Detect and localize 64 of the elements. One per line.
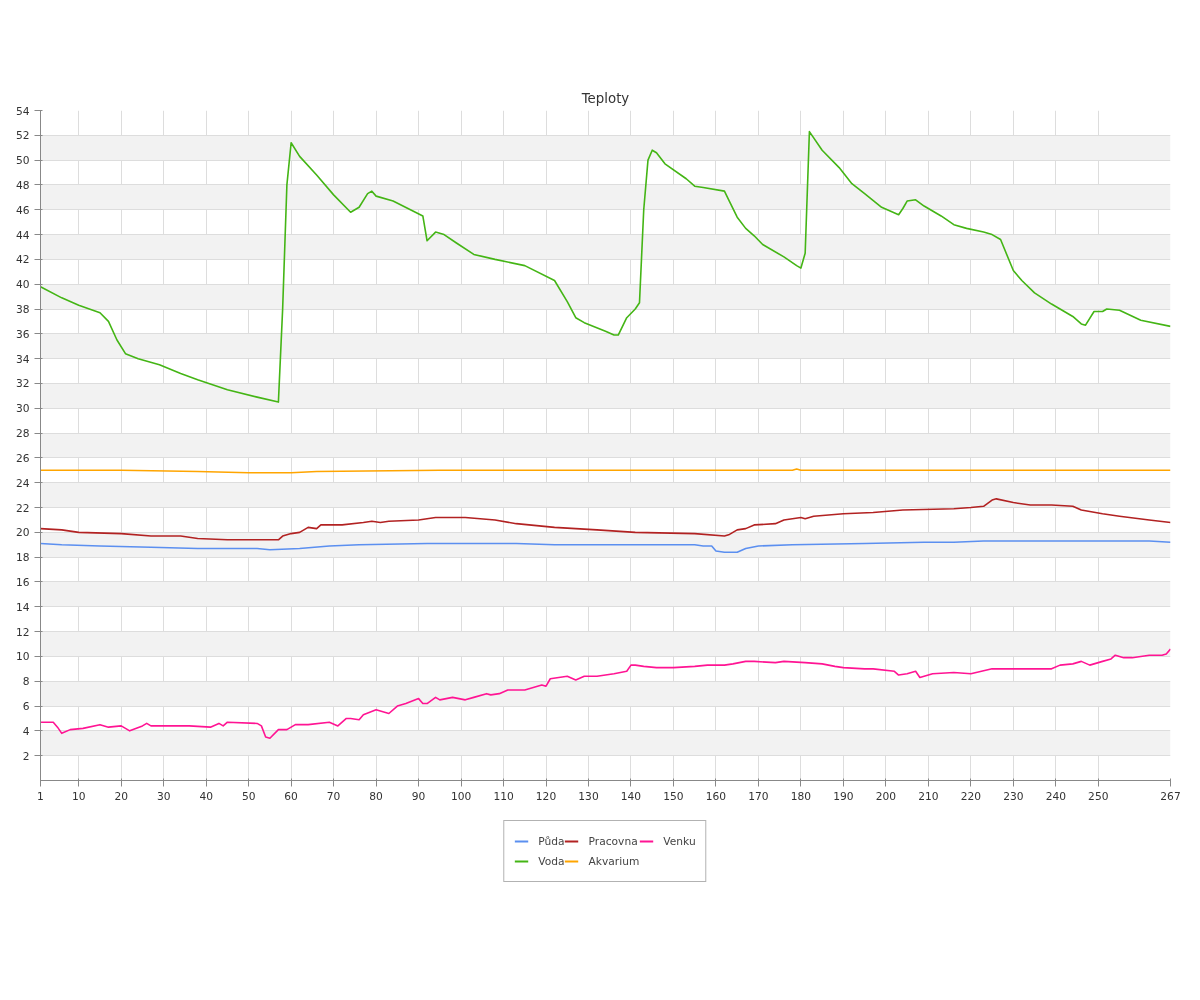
- legend-label: Půda: [538, 834, 565, 848]
- x-tick-label: 210: [918, 789, 939, 803]
- x-tick-label: 250: [1088, 789, 1109, 803]
- y-tick-label: 10: [15, 650, 30, 664]
- y-tick-label: 24: [15, 476, 30, 490]
- y-tick-label: 4: [22, 724, 30, 738]
- x-tick-label: 180: [790, 789, 812, 803]
- x-tick-label: 110: [493, 789, 514, 803]
- x-tick-label: 90: [411, 789, 426, 803]
- y-tick-label: 46: [15, 203, 30, 217]
- y-tick-label: 6: [22, 700, 30, 714]
- x-tick-label: 30: [156, 789, 171, 803]
- x-tick-label: 160: [705, 789, 727, 803]
- x-tick-label: 50: [241, 789, 256, 803]
- y-tick-label: 12: [15, 625, 30, 639]
- y-tick-label: 30: [15, 402, 30, 416]
- x-tick-label: 170: [748, 789, 769, 803]
- chart-title: Teploty: [580, 90, 630, 106]
- line-series: [40, 130, 1171, 403]
- x-tick-label: 20: [114, 789, 129, 803]
- y-tick-label: 38: [15, 303, 30, 317]
- x-tick-label: 267: [1160, 789, 1181, 803]
- x-tick-label: 240: [1045, 789, 1067, 803]
- y-tick-label: 22: [15, 501, 30, 515]
- line-series: [40, 498, 1171, 541]
- x-tick-label: 100: [450, 789, 472, 803]
- x-tick-label: 60: [284, 789, 299, 803]
- y-tick-label: 34: [15, 352, 30, 366]
- y-tick-label: 36: [15, 327, 30, 341]
- y-tick-label: 50: [15, 154, 30, 168]
- y-tick-label: 48: [15, 178, 30, 192]
- y-tick-label: 40: [15, 278, 30, 292]
- x-tick-label: 220: [960, 789, 982, 803]
- y-tick-label: 26: [15, 451, 30, 465]
- y-tick-label: 18: [15, 551, 30, 565]
- legend-label: Voda: [538, 854, 565, 868]
- x-tick-label: 130: [578, 789, 599, 803]
- y-tick-label: 16: [15, 575, 30, 589]
- x-tick-label: 190: [833, 789, 854, 803]
- legend-label: Venku: [663, 834, 696, 848]
- legend-label: Akvarium: [588, 854, 640, 868]
- y-tick-label: 14: [15, 600, 30, 614]
- y-tick-label: 28: [15, 427, 30, 441]
- x-tick-label: 70: [326, 789, 341, 803]
- y-tick-label: 20: [15, 526, 30, 540]
- y-tick-label: 32: [15, 377, 30, 391]
- x-tick-label: 150: [663, 789, 684, 803]
- line-series: [40, 540, 1171, 553]
- line-series: [40, 648, 1171, 740]
- x-tick-label: 80: [369, 789, 384, 803]
- x-tick-label: 230: [1003, 789, 1024, 803]
- y-tick-label: 8: [22, 675, 30, 689]
- y-tick-label: 2: [22, 749, 30, 763]
- x-tick-label: 10: [71, 789, 86, 803]
- y-tick-label: 54: [15, 104, 30, 118]
- y-tick-label: 52: [15, 129, 30, 143]
- x-tick-label: 140: [620, 789, 642, 803]
- y-tick-label: 44: [15, 228, 30, 242]
- x-tick-label: 200: [875, 789, 897, 803]
- x-tick-label: 40: [199, 789, 214, 803]
- x-tick-label: 120: [535, 789, 557, 803]
- legend-label: Pracovna: [588, 834, 638, 848]
- x-tick-label: 1: [37, 789, 44, 803]
- y-tick-label: 42: [15, 253, 30, 267]
